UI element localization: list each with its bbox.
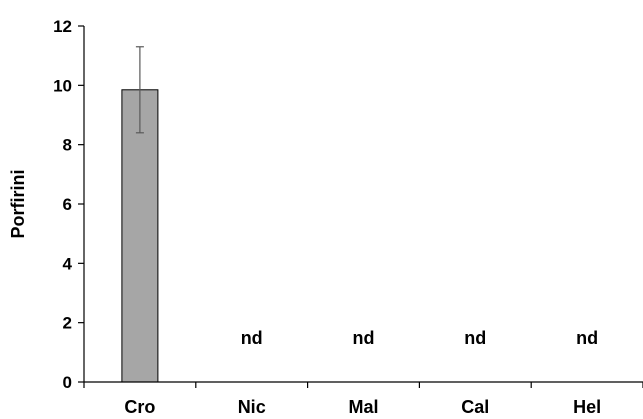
y-tick-label: 10 bbox=[53, 76, 72, 95]
y-tick-label: 8 bbox=[63, 136, 72, 155]
x-axis-category-labels: Cro Nic Mal Cal Hel bbox=[124, 397, 601, 417]
x-category-label-cro: Cro bbox=[124, 397, 155, 417]
bar-labels: nd nd nd nd bbox=[241, 328, 598, 348]
y-tick-label: 4 bbox=[63, 254, 73, 273]
bars bbox=[121, 46, 159, 383]
bar-label-cal: nd bbox=[464, 328, 486, 348]
y-axis-title: Porfirini bbox=[8, 169, 28, 238]
y-tick-label: 6 bbox=[63, 195, 72, 214]
bar-label-mal: nd bbox=[353, 328, 375, 348]
y-tick-label: 12 bbox=[53, 17, 72, 36]
y-tick-label: 2 bbox=[63, 314, 72, 333]
x-category-label-mal: Mal bbox=[348, 397, 378, 417]
bar-label-hel: nd bbox=[576, 328, 598, 348]
error-bar-cro bbox=[135, 46, 144, 134]
bar-cro bbox=[121, 89, 159, 383]
x-category-label-hel: Hel bbox=[573, 397, 601, 417]
x-category-label-cal: Cal bbox=[461, 397, 489, 417]
y-tick-label: 0 bbox=[63, 373, 72, 392]
bar-label-nic: nd bbox=[241, 328, 263, 348]
y-axis-ticks: 0 2 4 6 8 10 12 bbox=[53, 17, 643, 392]
x-category-label-nic: Nic bbox=[238, 397, 266, 417]
